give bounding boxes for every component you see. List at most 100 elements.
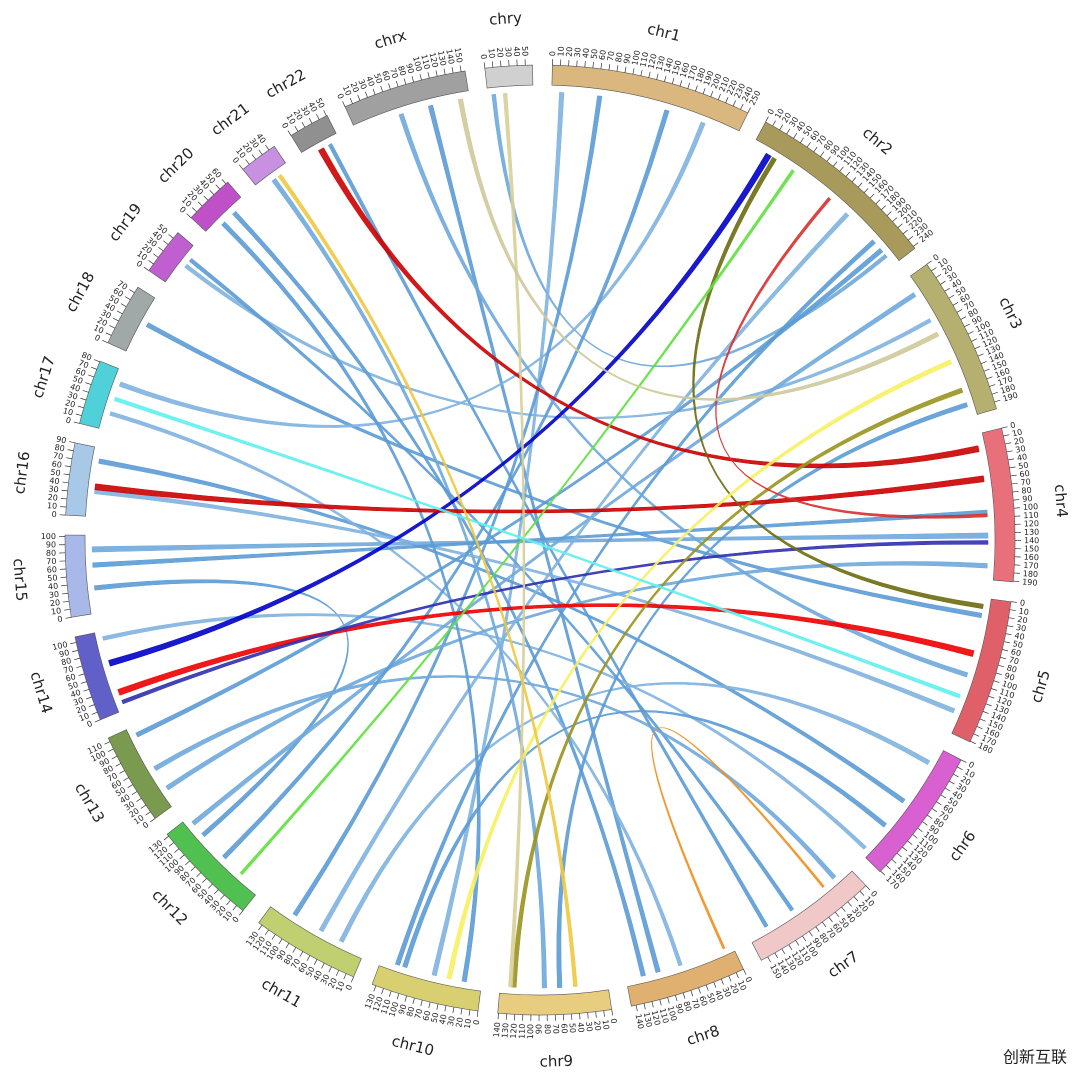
- tick-mark: [991, 688, 997, 690]
- tick-mark: [461, 1009, 462, 1015]
- tick-mark: [936, 802, 941, 805]
- tick-mark: [121, 304, 126, 307]
- tick-mark: [996, 673, 1002, 675]
- tick-mark: [897, 853, 902, 857]
- tick-mark: [428, 72, 429, 78]
- tick-mark: [1003, 435, 1009, 436]
- tick-mark: [660, 1000, 662, 1006]
- tick-mark: [644, 1003, 645, 1009]
- tick-mark: [373, 89, 375, 95]
- tick-mark: [1010, 610, 1016, 611]
- tick-mark: [940, 281, 945, 284]
- tick-mark: [397, 994, 399, 1000]
- tick-label: 0: [57, 614, 63, 624]
- tick-mark: [72, 650, 78, 651]
- tick-mark: [63, 601, 69, 602]
- tick-label: 90: [535, 1024, 544, 1034]
- tick-mark: [733, 101, 735, 106]
- tick-mark: [192, 208, 196, 212]
- tick-mark: [106, 333, 111, 336]
- tick-mark: [984, 369, 990, 371]
- chromosome-name: chr11: [258, 974, 304, 1011]
- tick-mark: [279, 939, 282, 944]
- chromosome-name: chr21: [208, 99, 253, 139]
- tick-mark: [164, 836, 169, 840]
- tick-mark: [1013, 491, 1019, 492]
- tick-mark: [649, 72, 650, 78]
- tick-mark: [389, 991, 391, 997]
- tick-mark: [604, 1011, 605, 1017]
- tick-mark: [876, 200, 880, 204]
- tick-mark: [992, 392, 998, 394]
- tick-mark: [429, 1002, 430, 1008]
- tick-mark: [633, 68, 634, 74]
- tick-mark: [729, 976, 731, 982]
- tick-mark: [593, 62, 594, 68]
- tick-mark: [436, 70, 437, 76]
- tick-mark: [957, 309, 962, 312]
- link-ribbon: [395, 240, 875, 966]
- tick-mark: [981, 361, 987, 363]
- tick-mark: [945, 288, 950, 291]
- tick-mark: [1002, 427, 1008, 428]
- chromosome-name: chr16: [10, 450, 33, 495]
- tick-mark: [358, 95, 360, 101]
- tick-mark: [802, 936, 805, 941]
- tick-mark: [1005, 443, 1011, 444]
- chromosome-name: chr6: [945, 827, 979, 865]
- tick-mark: [1008, 459, 1014, 460]
- tick-mark: [220, 895, 224, 899]
- chromosome-name: chr17: [28, 354, 59, 400]
- tick-mark: [259, 150, 263, 155]
- tick-mark: [726, 97, 728, 103]
- tick-mark: [365, 92, 367, 98]
- tick-mark: [191, 867, 195, 871]
- tick-mark: [149, 260, 154, 263]
- tick-mark: [288, 130, 291, 135]
- tick-mark: [822, 922, 826, 927]
- tick-mark: [124, 778, 129, 781]
- chromosome-name: chr13: [71, 780, 108, 826]
- tick-mark: [1013, 581, 1019, 582]
- tick-mark: [854, 897, 858, 902]
- chromosome-name: chr5: [1027, 668, 1054, 705]
- tick-mark: [886, 865, 890, 869]
- tick-mark: [840, 167, 844, 172]
- tick-mark: [141, 805, 146, 808]
- tick-mark: [775, 953, 778, 958]
- tick-mark: [265, 930, 268, 935]
- tick-mark: [718, 94, 720, 100]
- tick-mark: [864, 188, 868, 192]
- tick-label: 80: [46, 549, 56, 558]
- tick-mark: [1000, 657, 1006, 658]
- tick-mark: [61, 585, 67, 586]
- tick-mark: [866, 886, 870, 890]
- tick-label: 20: [495, 47, 505, 58]
- link-ribbon: [103, 613, 867, 849]
- tick-mark: [246, 160, 250, 165]
- tick-mark: [987, 377, 993, 379]
- tick-mark: [293, 947, 296, 952]
- link-ribbon: [185, 264, 932, 419]
- tick-label: 70: [46, 557, 57, 566]
- tick-mark: [903, 230, 908, 234]
- tick-mark: [180, 855, 184, 859]
- tick-mark: [927, 815, 932, 818]
- tick-mark: [585, 61, 586, 67]
- tick-label: 20: [47, 493, 58, 503]
- tick-mark: [714, 982, 716, 988]
- tick-label: 10: [47, 501, 58, 511]
- tick-mark: [321, 963, 324, 968]
- tick-mark: [445, 1006, 446, 1012]
- tick-mark: [881, 871, 885, 875]
- tick-mark: [741, 104, 744, 109]
- tick-mark: [163, 241, 168, 245]
- tick-mark: [309, 118, 312, 123]
- tick-mark: [86, 697, 92, 699]
- tick-mark: [1009, 618, 1015, 619]
- tick-mark: [1002, 649, 1008, 650]
- tick-mark: [782, 949, 785, 954]
- tick-mark: [977, 726, 983, 728]
- tick-mark: [768, 957, 771, 962]
